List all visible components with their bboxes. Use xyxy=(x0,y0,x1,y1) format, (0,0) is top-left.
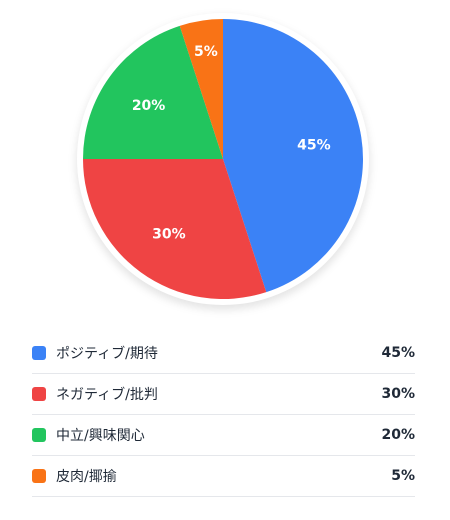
pie-slice-label: 30% xyxy=(152,226,186,242)
pie-slice-neutral xyxy=(83,25,223,160)
legend-value: 45% xyxy=(381,345,415,361)
legend-swatch xyxy=(32,428,46,442)
legend-value: 5% xyxy=(391,468,415,484)
legend-label: 皮肉/揶揄 xyxy=(56,469,117,485)
pie-slice-labels: 45% 30% 20% 5% xyxy=(132,44,331,242)
pie-slice-negative xyxy=(83,159,267,299)
legend-swatch xyxy=(32,387,46,401)
legend-label: 中立/興味関心 xyxy=(56,428,145,444)
legend-item-positive: ポジティブ/期待 45% xyxy=(32,333,415,374)
legend-item-negative: ネガティブ/批判 30% xyxy=(32,374,415,415)
legend-item-neutral: 中立/興味関心 20% xyxy=(32,415,415,456)
legend-swatch xyxy=(32,346,46,360)
pie-chart-area: 45% 30% 20% 5% xyxy=(76,16,370,310)
pie-slice-positive xyxy=(223,19,363,293)
legend-value: 20% xyxy=(381,427,415,443)
pie-slice-sarcasm xyxy=(179,19,223,159)
pie-chart: 45% 30% 20% 5% xyxy=(76,16,370,310)
pie-slice-label: 20% xyxy=(132,98,166,114)
pie-slice-label: 5% xyxy=(194,44,218,60)
legend-label: ネガティブ/批判 xyxy=(56,387,158,403)
pie-slices xyxy=(83,19,363,299)
legend-item-sarcasm: 皮肉/揶揄 5% xyxy=(32,456,415,497)
pie-slice-label: 45% xyxy=(297,138,331,154)
legend: ポジティブ/期待 45% ネガティブ/批判 30% 中立/興味関心 20% 皮肉… xyxy=(32,333,415,497)
legend-swatch xyxy=(32,469,46,483)
legend-value: 30% xyxy=(381,386,415,402)
legend-label: ポジティブ/期待 xyxy=(56,346,158,362)
